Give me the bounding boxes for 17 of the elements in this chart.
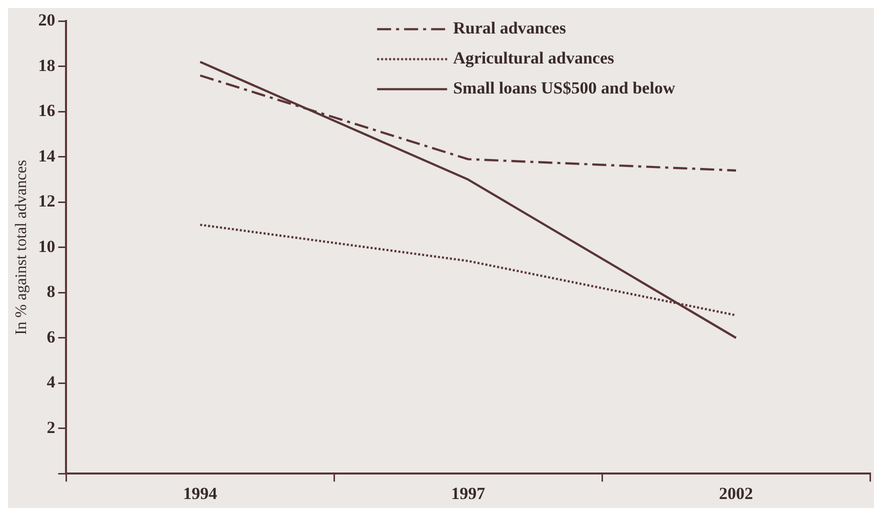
x-tick-label: 1994 xyxy=(183,484,218,504)
y-tick-label: 14 xyxy=(38,146,56,166)
legend-label: Rural advances xyxy=(453,18,566,38)
y-tick-label: 2 xyxy=(46,418,56,437)
y-tick-label: 10 xyxy=(38,236,56,256)
y-axis-title: In % against total advances xyxy=(12,160,30,335)
legend-label: Agricultural advances xyxy=(453,48,615,68)
y-tick-label: 6 xyxy=(46,327,56,346)
x-tick-label: 2002 xyxy=(719,484,754,504)
y-tick-label: 20 xyxy=(38,10,56,30)
x-tick-label: 1997 xyxy=(451,484,486,504)
y-tick-label: 18 xyxy=(38,56,56,75)
legend-label: Small loans US$500 and below xyxy=(453,78,676,98)
y-tick-label: 12 xyxy=(38,192,56,211)
y-tick-label: 8 xyxy=(46,282,56,302)
y-tick-label: 16 xyxy=(38,101,56,120)
y-tick-label: 4 xyxy=(46,372,56,392)
